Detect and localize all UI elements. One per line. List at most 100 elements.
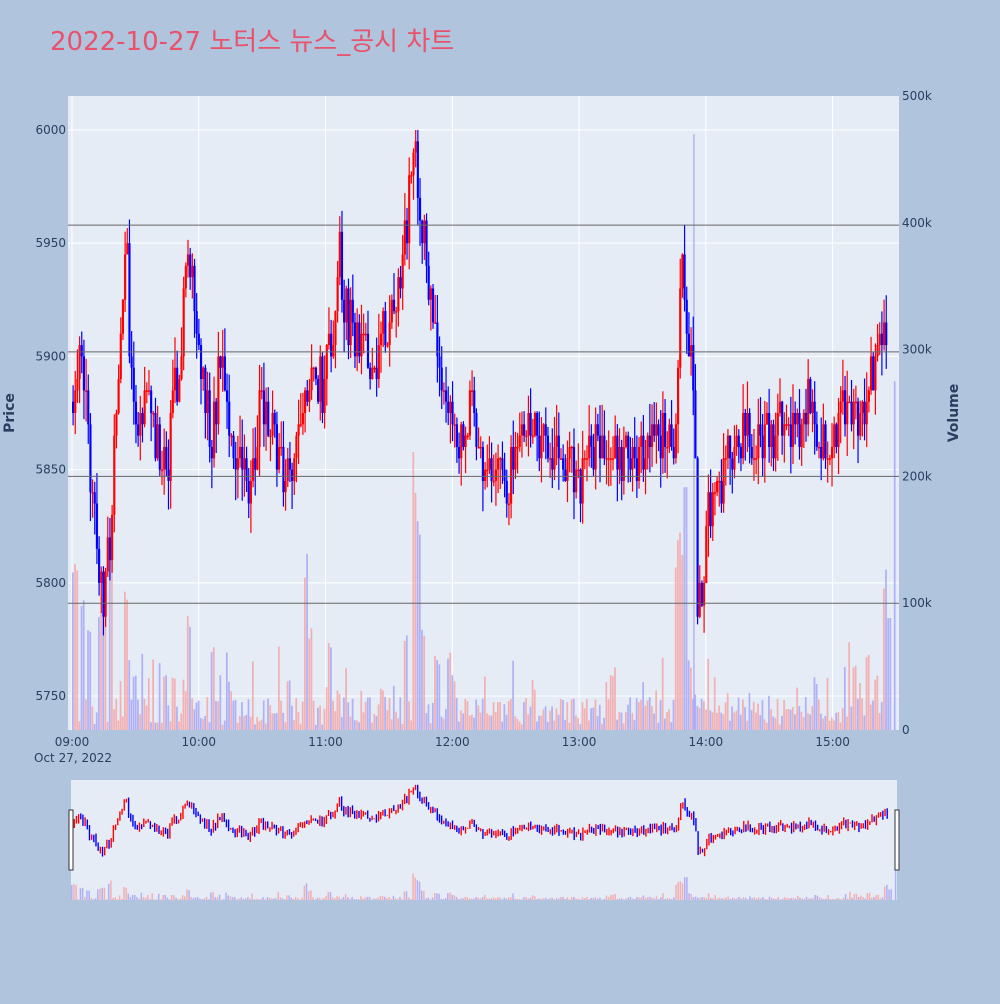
candle-body bbox=[285, 481, 287, 492]
rangeslider-volume-bar bbox=[88, 891, 90, 900]
rangeslider-volume-bar bbox=[756, 898, 758, 900]
candle-body bbox=[560, 458, 562, 460]
candle-body bbox=[766, 413, 768, 424]
volume-bar bbox=[157, 722, 159, 730]
volume-bar bbox=[881, 702, 883, 730]
volume-tick-label: 0 bbox=[902, 723, 910, 737]
candle-body bbox=[816, 424, 818, 447]
candle-body bbox=[640, 436, 642, 447]
volume-bar bbox=[345, 668, 347, 730]
rangeslider-volume-bar bbox=[782, 899, 784, 900]
volume-bar bbox=[402, 724, 404, 730]
candle-body bbox=[345, 288, 347, 322]
volume-bar bbox=[588, 720, 590, 730]
rangeslider-handle-left[interactable] bbox=[69, 810, 73, 870]
rangeslider-volume-bar bbox=[460, 898, 462, 900]
volume-bar bbox=[239, 716, 241, 730]
volume-bar bbox=[354, 720, 356, 730]
volume-bar bbox=[163, 677, 165, 730]
candle-body bbox=[417, 141, 419, 198]
candle-body bbox=[423, 221, 425, 244]
volume-bar bbox=[712, 712, 714, 730]
candle-body bbox=[404, 221, 406, 255]
volume-bar bbox=[269, 705, 271, 730]
rangeslider-volume-bar bbox=[330, 892, 332, 900]
y-axis-title-price: Price bbox=[2, 393, 18, 433]
volume-bar bbox=[601, 724, 603, 730]
chart-title: 2022-10-27 노터스 뉴스_공시 차트 bbox=[50, 27, 454, 57]
candle-body bbox=[777, 413, 779, 436]
rangeslider-volume-bar bbox=[697, 898, 699, 900]
price-tick-label: 6000 bbox=[35, 123, 66, 137]
rangeslider-volume-bar bbox=[799, 898, 801, 900]
rangeslider-volume-bar bbox=[93, 899, 95, 900]
rangeslider-volume-bar bbox=[286, 895, 288, 900]
rangeslider-area[interactable] bbox=[71, 780, 897, 900]
rangeslider-volume-bar bbox=[888, 889, 890, 900]
rangeslider-volume-bar bbox=[890, 889, 892, 900]
rangeslider-volume-bar bbox=[669, 898, 671, 900]
volume-bar bbox=[564, 720, 566, 730]
volume-bar bbox=[343, 697, 345, 730]
candle-body bbox=[504, 470, 506, 481]
candle-body bbox=[605, 458, 607, 460]
rangeslider-volume-bar bbox=[208, 899, 210, 900]
volume-bar bbox=[803, 717, 805, 730]
candle-body bbox=[250, 481, 252, 504]
volume-bar bbox=[553, 721, 555, 730]
x-axis-date-label: Oct 27, 2022 bbox=[34, 751, 112, 765]
candle-body bbox=[857, 402, 859, 436]
candle-body bbox=[603, 436, 605, 459]
rangeslider-volume-bar bbox=[556, 898, 558, 900]
candle-body bbox=[389, 322, 391, 345]
candle-body bbox=[131, 356, 133, 367]
rangeslider-handle-right[interactable] bbox=[895, 810, 899, 870]
volume-bar bbox=[634, 720, 636, 730]
volume-bar bbox=[451, 675, 453, 730]
rangeslider-volume-bar bbox=[195, 897, 197, 900]
volume-bar bbox=[794, 714, 796, 730]
rangeslider-volume-bar bbox=[484, 895, 486, 900]
volume-bar bbox=[287, 681, 289, 730]
rangeslider-volume-bar bbox=[384, 897, 386, 900]
volume-bar bbox=[796, 688, 798, 730]
rangeslider-volume-bar bbox=[560, 897, 562, 900]
rangeslider-volume-bar bbox=[840, 899, 842, 900]
rangeslider-volume-bar bbox=[156, 899, 158, 900]
rangeslider-volume-bar bbox=[601, 899, 603, 900]
rangeslider-volume-bar bbox=[575, 899, 577, 900]
volume-bar bbox=[436, 660, 438, 730]
rangeslider-volume-bar bbox=[254, 899, 256, 900]
volume-tick-label: 300k bbox=[902, 343, 932, 357]
rangeslider-volume-bar bbox=[843, 898, 845, 900]
volume-bar bbox=[367, 698, 369, 730]
candle-body bbox=[534, 413, 536, 436]
rangeslider-volume-bar bbox=[523, 897, 525, 900]
volume-bar bbox=[449, 653, 451, 730]
volume-bar bbox=[547, 722, 549, 730]
candle-body bbox=[432, 288, 434, 322]
candle-body bbox=[148, 390, 150, 392]
rangeslider-volume-bar bbox=[671, 899, 673, 900]
rangeslider-volume-bar bbox=[99, 889, 101, 900]
candle-body bbox=[822, 424, 824, 458]
volume-bar bbox=[447, 659, 449, 730]
rangeslider-volume-bar bbox=[145, 898, 147, 900]
candle-body bbox=[710, 492, 712, 526]
candle-body bbox=[829, 458, 831, 460]
volume-bar bbox=[217, 701, 219, 730]
rangeslider-volume-bar bbox=[675, 885, 677, 900]
candle-body bbox=[718, 481, 720, 483]
volume-bar bbox=[167, 705, 169, 730]
candle-body bbox=[354, 322, 356, 356]
volume-bar bbox=[662, 658, 664, 730]
candle-body bbox=[762, 436, 764, 459]
volume-bar bbox=[668, 709, 670, 730]
volume-bar bbox=[571, 699, 573, 730]
candle-body bbox=[868, 390, 870, 401]
volume-bar bbox=[365, 702, 367, 730]
volume-bar bbox=[94, 724, 96, 730]
candle-body bbox=[352, 300, 354, 323]
rangeslider-volume-bar bbox=[147, 895, 149, 900]
volume-bar bbox=[846, 717, 848, 730]
